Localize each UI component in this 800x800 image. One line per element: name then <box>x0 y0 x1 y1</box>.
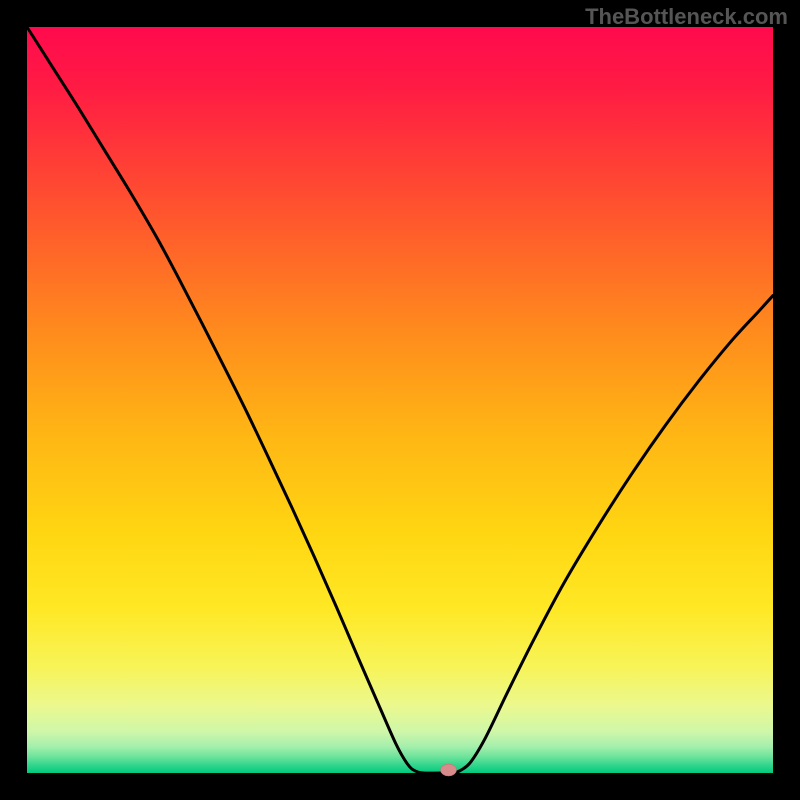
gradient-background <box>27 27 773 773</box>
chart-frame: TheBottleneck.com <box>0 0 800 800</box>
optimum-marker <box>440 764 456 776</box>
bottleneck-chart <box>0 0 800 800</box>
